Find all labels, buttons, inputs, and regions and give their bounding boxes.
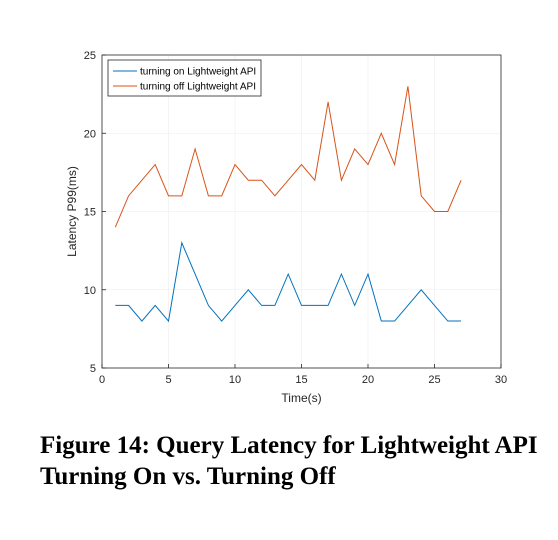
series-lines (114, 86, 462, 323)
y-axis-label: Latency P99(ms) (65, 166, 79, 257)
x-tick-label: 20 (362, 374, 374, 386)
x-tick-label: 10 (229, 374, 241, 386)
y-tick-label: 20 (84, 128, 96, 140)
y-tick-label: 25 (84, 50, 96, 62)
x-tick-label: 5 (165, 374, 171, 386)
y-tick-label: 5 (90, 363, 96, 375)
legend: turning on Lightweight API turning off L… (107, 59, 262, 97)
series-line-turning-on (115, 241, 462, 323)
series-line-turning-off (114, 86, 462, 228)
legend-label-off: turning off Lightweight API (140, 82, 256, 93)
legend-box (107, 59, 262, 97)
legend-label-on: turning on Lightweight API (140, 67, 256, 78)
figure-caption: Figure 14: Query Latency for Lightweight… (40, 432, 538, 490)
x-tick-label: 15 (295, 374, 307, 386)
x-axis-label: Time(s) (281, 391, 321, 405)
x-tick-label: 0 (99, 374, 105, 386)
x-tick-label: 25 (428, 374, 440, 386)
x-tick-label: 30 (495, 374, 507, 386)
y-tick-label: 10 (84, 285, 96, 297)
y-tick-label: 15 (84, 207, 96, 219)
